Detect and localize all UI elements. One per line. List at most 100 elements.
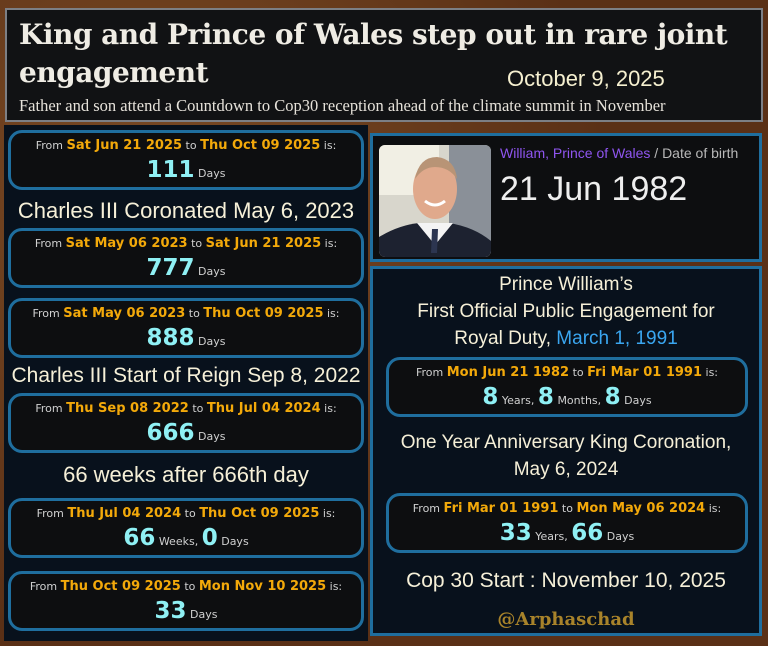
from-date: Fri Mar 01 1991 — [443, 501, 559, 516]
result-unit: Days — [198, 335, 226, 348]
from-label: From — [32, 307, 60, 320]
result-number: 0 — [201, 525, 218, 551]
to-date: Mon May 06 2024 — [576, 501, 706, 516]
heading-coronation: Charles III Coronated May 6, 2023 — [17, 198, 355, 223]
result-unit: Days — [198, 430, 226, 443]
watermark: @Arphaschad — [497, 609, 635, 630]
result-unit: Days — [190, 608, 218, 621]
result-number: 66 — [123, 525, 156, 551]
result-unit: Years, — [535, 530, 568, 543]
result: 66 Weeks, 0 Days — [11, 525, 361, 551]
heading-line: One Year Anniversary King Coronation, — [400, 432, 732, 453]
heading-line: First Official Public Engagement for — [417, 301, 715, 322]
to-label: to — [184, 580, 196, 593]
heading-anniversary: One Year Anniversary King Coronation, Ma… — [373, 429, 759, 483]
from-label: From — [34, 237, 63, 250]
date-calculation-box: From Thu Jul 04 2024 to Thu Oct 09 2025 … — [8, 498, 364, 558]
is-label: is: — [327, 307, 340, 320]
to-label: to — [185, 139, 197, 152]
to-label: to — [184, 507, 196, 520]
date-calculation-box: From Sat May 06 2023 to Thu Oct 09 2025 … — [8, 298, 364, 358]
result-number: 111 — [146, 157, 195, 183]
to-date: Fri Mar 01 1991 — [587, 365, 703, 380]
date-range: From Sat May 06 2023 to Sat Jun 21 2025 … — [11, 236, 361, 251]
result: 33 Years, 66 Days — [389, 520, 745, 546]
result-unit: Days — [606, 530, 635, 543]
is-label: is: — [322, 507, 336, 520]
from-date: Sat Jun 21 2025 — [66, 138, 183, 153]
heading-cop30: Cop 30 Start : November 10, 2025 — [406, 569, 726, 592]
date-calculation-box: From Mon Jun 21 1982 to Fri Mar 01 1991 … — [386, 357, 748, 417]
result-number: 888 — [146, 325, 195, 351]
from-date: Thu Sep 08 2022 — [66, 401, 189, 416]
profile-card: William, Prince of Wales / Date of birth… — [370, 133, 762, 262]
to-label: to — [572, 366, 584, 379]
date-calculation-box: From Sat Jun 21 2025 to Thu Oct 09 2025 … — [8, 130, 364, 190]
heading-reign: Charles III Start of Reign Sep 8, 2022 — [11, 364, 361, 387]
result-number: 777 — [146, 255, 195, 281]
from-label: From — [35, 402, 63, 415]
to-label: to — [188, 307, 200, 320]
result-unit: Days — [198, 265, 226, 278]
page-title: King and Prince of Wales step out in rar… — [19, 18, 728, 89]
prince-william-photo — [379, 145, 491, 257]
date-range: From Thu Sep 08 2022 to Thu Jul 04 2024 … — [11, 401, 361, 416]
heading-66-weeks: 66 weeks after 666th day — [63, 462, 309, 487]
result-unit: Months, — [557, 394, 602, 407]
result: 666 Days — [11, 420, 361, 446]
result: 777 Days — [11, 255, 361, 281]
result-unit: Days — [221, 535, 249, 548]
date-range: From Thu Jul 04 2024 to Thu Oct 09 2025 … — [11, 506, 361, 521]
from-label: From — [29, 580, 58, 593]
heading-text: Royal Duty, — [454, 328, 552, 349]
date-calculation-box: From Sat May 06 2023 to Sat Jun 21 2025 … — [8, 228, 364, 288]
result: 888 Days — [11, 325, 361, 351]
result-number: 8 — [537, 384, 554, 410]
to-date: Thu Oct 09 2025 — [203, 306, 324, 321]
from-date: Thu Jul 04 2024 — [67, 506, 182, 521]
to-label: to — [191, 237, 203, 250]
date-range: From Fri Mar 01 1991 to Mon May 06 2024 … — [389, 501, 745, 516]
to-date: Thu Oct 09 2025 — [200, 138, 321, 153]
heading-line: Prince William’s — [499, 274, 633, 295]
heading-first-engagement: Prince William’s First Official Public E… — [373, 271, 759, 352]
profile-name-line: William, Prince of Wales / Date of birth — [500, 145, 738, 161]
result-number: 666 — [146, 420, 195, 446]
is-label: is: — [705, 366, 719, 379]
result: 8 Years, 8 Months, 8 Days — [389, 384, 745, 410]
from-label: From — [35, 139, 63, 152]
to-label: to — [561, 502, 573, 515]
subtitle: Father and son attend a Countdown to Cop… — [19, 96, 666, 115]
date-range: From Mon Jun 21 1982 to Fri Mar 01 1991 … — [389, 365, 745, 380]
date-of-birth: 21 Jun 1982 — [500, 170, 688, 208]
from-label: From — [36, 507, 64, 520]
date-calculation-box: From Thu Oct 09 2025 to Mon Nov 10 2025 … — [8, 571, 364, 631]
profile-label: / Date of birth — [654, 145, 739, 161]
from-date: Sat May 06 2023 — [65, 236, 188, 251]
result-number: 66 — [571, 520, 604, 546]
is-label: is: — [323, 139, 337, 152]
result-number: 8 — [604, 384, 621, 410]
is-label: is: — [324, 237, 338, 250]
is-label: is: — [329, 580, 343, 593]
profile-name: William, Prince of Wales — [500, 145, 651, 161]
result-number: 33 — [154, 598, 187, 624]
date-range: From Thu Oct 09 2025 to Mon Nov 10 2025 … — [11, 579, 361, 594]
to-date: Thu Oct 09 2025 — [199, 506, 320, 521]
date-range: From Sat May 06 2023 to Thu Oct 09 2025 … — [11, 306, 361, 321]
result: 33 Days — [11, 598, 361, 624]
is-label: is: — [708, 502, 722, 515]
date-calculation-box: From Fri Mar 01 1991 to Mon May 06 2024 … — [386, 493, 748, 553]
heading-line: May 6, 2024 — [513, 459, 619, 480]
date-range: From Sat Jun 21 2025 to Thu Oct 09 2025 … — [11, 138, 361, 153]
header-date: October 9, 2025 — [507, 66, 665, 91]
to-date: Sat Jun 21 2025 — [205, 236, 322, 251]
result-number: 8 — [482, 384, 499, 410]
to-date: Thu Jul 04 2024 — [206, 401, 321, 416]
result-unit: Days — [624, 394, 652, 407]
heading-line: Royal Duty, March 1, 1991 — [373, 325, 759, 352]
to-label: to — [192, 402, 204, 415]
result-unit: Weeks, — [158, 535, 199, 548]
is-label: is: — [324, 402, 337, 415]
result-unit: Years, — [501, 394, 535, 407]
